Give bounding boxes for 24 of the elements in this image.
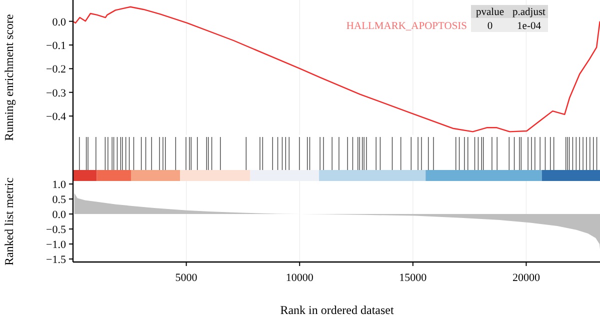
y-tick-label: −0.1 <box>46 40 66 52</box>
y-tick-label: 0.0 <box>52 209 66 221</box>
x-tick-label: 5000 <box>175 272 198 284</box>
y-axis-title: Ranked list metric <box>2 178 16 266</box>
x-tick-label: 15000 <box>399 272 428 284</box>
y-tick-label: 0.5 <box>52 194 66 206</box>
line-series <box>72 6 600 132</box>
y-tick-label: −0.4 <box>46 111 66 124</box>
annotation: 0 <box>487 21 493 32</box>
y-tick-label: 0.0 <box>52 16 66 28</box>
y-axis-title: Running enrichment score <box>2 14 16 141</box>
annotation: 1e-04 <box>517 21 542 32</box>
x-tick-label: 20000 <box>512 272 540 284</box>
x-axis-title: Rank in ordered dataset <box>280 303 394 317</box>
y-tick-label: −0.5 <box>46 224 66 236</box>
y-tick-label: 1.0 <box>52 179 66 191</box>
text: HALLMARK_APOPTOSIS <box>346 21 468 32</box>
x-tick-label: 10000 <box>286 272 314 284</box>
y-tick-label: −0.3 <box>46 87 66 100</box>
annotation: pvalue <box>476 7 504 18</box>
annotation: p.adjust <box>512 7 546 18</box>
y-tick-label: −1.5 <box>46 254 66 266</box>
y-tick-label: −1.0 <box>46 239 66 251</box>
y-tick-label: −0.2 <box>46 64 66 76</box>
